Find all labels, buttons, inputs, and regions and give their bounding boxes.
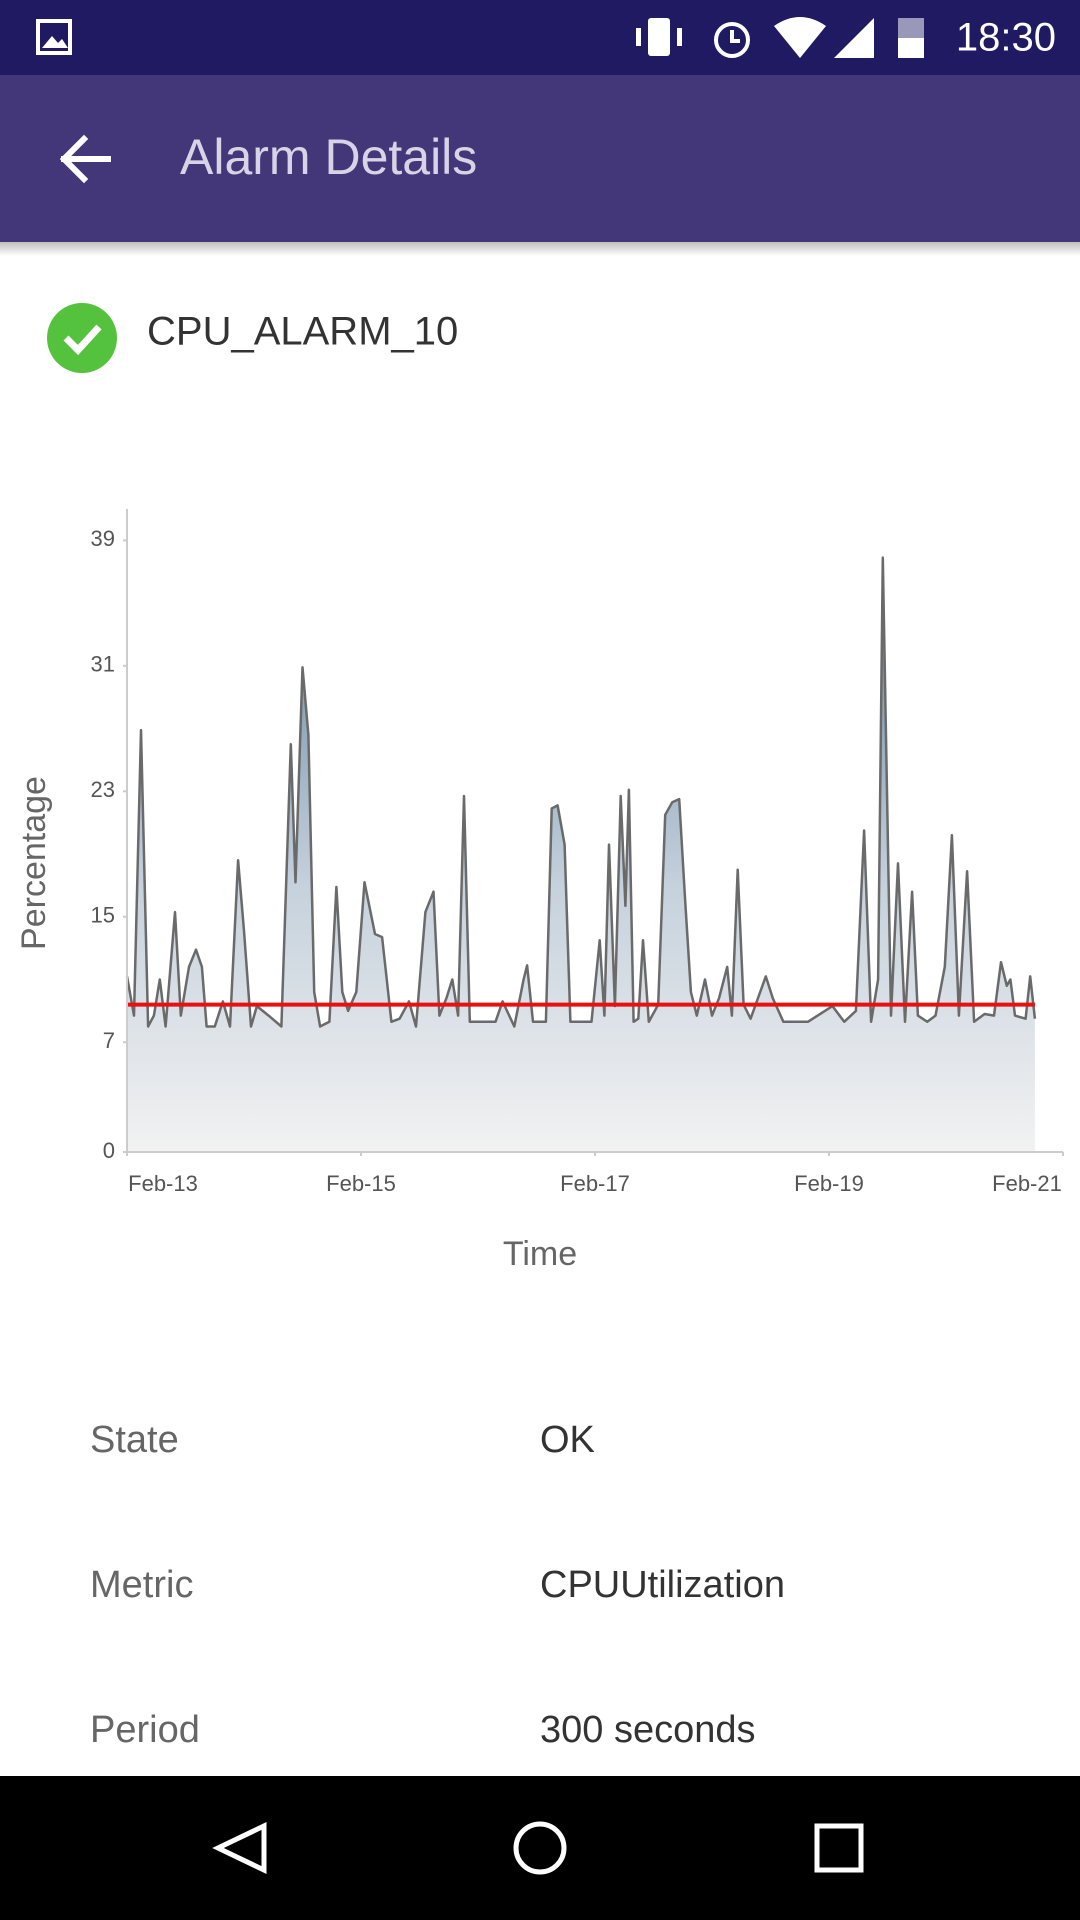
x-tick-label: Feb-13 <box>128 1171 198 1196</box>
gallery-icon <box>36 19 72 55</box>
nav-home[interactable] <box>513 1821 567 1875</box>
x-tick-label: Feb-21 <box>992 1171 1062 1196</box>
app-bar <box>0 75 1080 242</box>
chart: 0 7 15 23 31 39 Feb-13 Feb-15 Feb-17 Feb-19 Feb-21 <box>91 509 1064 1196</box>
y-tick-label: 23 <box>91 777 115 802</box>
y-tick-label: 39 <box>91 526 115 551</box>
details: State OK Metric CPUUtilization Period 300 sec… <box>90 1419 785 1751</box>
detail-value: CPUUtilization <box>540 1564 785 1606</box>
status-time: 18:30 <box>956 16 1056 60</box>
detail-value: OK <box>540 1419 595 1461</box>
y-tick-label: 0 <box>103 1138 115 1163</box>
area-fill <box>127 557 1035 1152</box>
detail-label: State <box>90 1419 179 1461</box>
app-bar-shadow <box>0 242 1080 256</box>
y-tick-label: 15 <box>91 903 115 928</box>
y-axis-title: Percentage <box>15 776 53 950</box>
app-bar-title: Alarm Details <box>180 129 477 185</box>
y-tick-label: 7 <box>103 1028 115 1053</box>
check-mark <box>63 324 102 356</box>
x-tick-label: Feb-19 <box>794 1171 864 1196</box>
status-ok-icon <box>47 303 117 373</box>
area-line <box>125 556 1037 1028</box>
status-icons <box>636 17 924 58</box>
detail-label: Metric <box>90 1564 193 1606</box>
x-tick-label: Feb-17 <box>560 1171 630 1196</box>
nav-back[interactable] <box>212 1822 267 1874</box>
x-tick-label: Feb-15 <box>326 1171 396 1196</box>
back-button[interactable] <box>59 134 111 184</box>
nav-recents[interactable] <box>814 1823 864 1873</box>
detail-value: 300 seconds <box>540 1709 756 1751</box>
x-axis-title: Time <box>503 1235 577 1273</box>
alarm-name: CPU_ALARM_10 <box>147 310 458 354</box>
detail-label: Period <box>90 1709 200 1751</box>
y-tick-label: 31 <box>91 652 115 677</box>
nav-bar <box>0 1776 1080 1920</box>
